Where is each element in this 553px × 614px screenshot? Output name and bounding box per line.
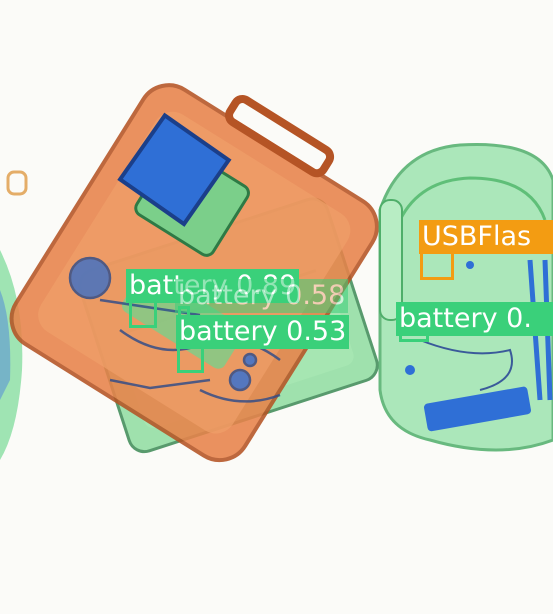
detection-score: 0. [506,303,532,334]
detection-label: battery 0. [396,302,553,336]
detection-score: 0.53 [286,316,347,347]
detection-label: battery 0.53 [176,315,350,349]
detection-box [420,250,454,280]
detection-class: battery [178,280,277,311]
detection-class: USBFlas [422,221,532,252]
blue-metal-box [117,112,232,227]
detection-label: battery 0.58 [175,279,349,313]
detection-class: battery [399,303,498,334]
detection-score: 0.58 [285,280,346,311]
green-backpack [378,142,553,452]
detection-label: USBFlas [419,220,553,254]
detection-class: battery [179,316,278,347]
